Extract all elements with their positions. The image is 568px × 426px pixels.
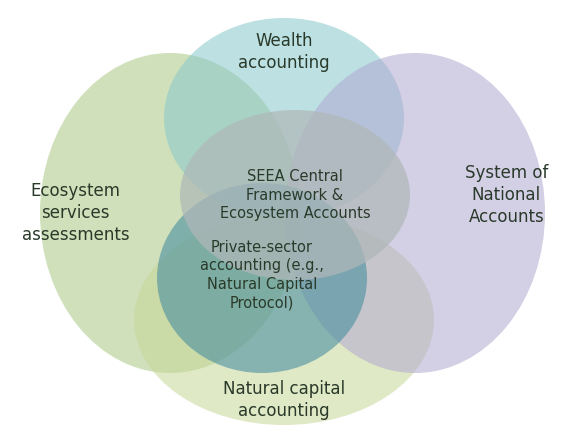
Text: System of
National
Accounts: System of National Accounts [465, 164, 548, 226]
Ellipse shape [40, 53, 300, 373]
Ellipse shape [157, 183, 367, 373]
Text: Wealth
accounting: Wealth accounting [238, 32, 330, 72]
Ellipse shape [285, 53, 545, 373]
Text: Ecosystem
services
assessments: Ecosystem services assessments [22, 182, 130, 244]
Ellipse shape [134, 215, 434, 425]
Ellipse shape [164, 18, 404, 218]
Ellipse shape [180, 110, 410, 280]
Text: Private-sector
accounting (e.g.,
Natural Capital
Protocol): Private-sector accounting (e.g., Natural… [200, 239, 324, 311]
Text: Natural capital
accounting: Natural capital accounting [223, 380, 345, 420]
Text: SEEA Central
Framework &
Ecosystem Accounts: SEEA Central Framework & Ecosystem Accou… [220, 169, 370, 221]
